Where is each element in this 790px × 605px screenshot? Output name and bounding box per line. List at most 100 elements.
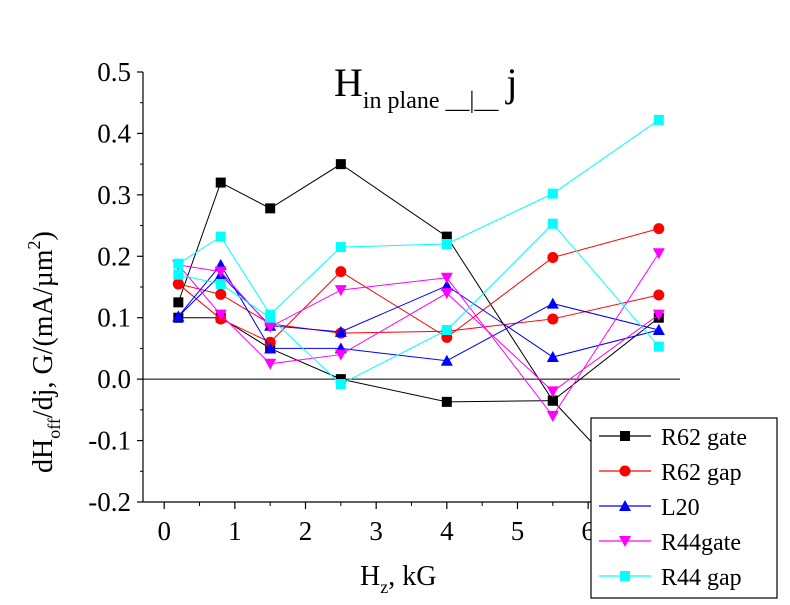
data-point	[215, 231, 226, 242]
data-point	[653, 114, 664, 125]
ylabel-a-sub: off	[44, 418, 64, 439]
y-tick-label: 0.3	[97, 180, 131, 210]
legend: R62 gate R62 gap L20 R44gate R44 gap	[590, 417, 778, 599]
data-point	[335, 159, 346, 170]
legend-marker	[620, 431, 630, 441]
chart-title: Hin plane __|__ j	[334, 60, 517, 114]
data-point	[334, 325, 347, 337]
data-point	[547, 252, 559, 264]
data-point	[215, 177, 226, 188]
data-point	[547, 188, 558, 199]
series-line	[178, 252, 660, 417]
series-line	[177, 163, 649, 502]
data-point	[440, 272, 453, 284]
data-point	[265, 312, 276, 323]
y-tick-label: 0.4	[97, 118, 131, 148]
legend-label: R62 gap	[661, 460, 742, 486]
data-point	[547, 313, 559, 325]
y-tick-label: -0.1	[88, 426, 131, 456]
legend-item: R44 gap	[599, 565, 742, 591]
y-tick-label: 0.5	[97, 57, 131, 87]
series-line	[178, 283, 659, 334]
axes: -0.2-0.10.00.10.20.30.40.50 1 2 3 4 5 6	[88, 57, 680, 546]
data-point	[440, 279, 453, 291]
data-point	[652, 248, 665, 260]
data-point	[264, 358, 277, 370]
series-r62-gate	[173, 159, 664, 502]
x-axis-label: Hz, kG	[360, 561, 436, 597]
legend-item: R62 gate	[599, 425, 747, 451]
title-subscript: in plane	[363, 88, 440, 114]
data-point	[546, 297, 559, 309]
legend-label: L20	[661, 495, 700, 521]
ylabel-b-sup: 2	[24, 241, 44, 250]
data-point	[172, 278, 184, 290]
series-line	[178, 228, 659, 343]
title-main: H	[334, 60, 363, 105]
series-line	[177, 264, 659, 362]
series-line	[178, 317, 660, 403]
legend-marker	[619, 500, 631, 511]
legend-label: R44 gap	[661, 565, 742, 591]
ylabel-c: )	[28, 231, 59, 240]
legend-marker	[619, 465, 631, 477]
data-point	[264, 321, 277, 333]
data-point	[652, 309, 665, 321]
title-tail: j	[504, 60, 517, 105]
data-point	[441, 239, 452, 249]
x-tick-label: 4	[440, 516, 454, 546]
x-tick-label: 2	[299, 516, 313, 546]
data-point	[172, 310, 185, 322]
data-point	[546, 386, 559, 398]
data-point	[214, 309, 227, 321]
x-tick-label: 1	[228, 516, 242, 546]
data-point	[335, 266, 347, 278]
data-point	[546, 411, 559, 422]
y-tick-label: 0.0	[97, 364, 131, 394]
series-r44-gap	[173, 114, 664, 390]
legend-item: R44gate	[599, 530, 741, 556]
x-tick-label: 0	[157, 516, 171, 546]
ylabel-b: /dj, G/(mA/µm	[28, 249, 59, 418]
x-tick-label: 5	[511, 516, 525, 546]
series-r44gate	[172, 248, 665, 422]
data-point	[653, 341, 664, 352]
data-point	[440, 288, 453, 300]
data-point	[264, 342, 277, 354]
data-point	[652, 324, 665, 335]
legend-label: R44gate	[661, 530, 741, 556]
xlabel-tail: , kG	[388, 561, 436, 592]
data-point	[653, 289, 665, 301]
series-layer	[172, 114, 665, 502]
xlabel-sub: z	[380, 577, 388, 597]
legend-item: L20	[599, 495, 700, 521]
data-point	[264, 336, 276, 348]
ylabel-a: dH	[28, 439, 59, 473]
data-point	[215, 278, 226, 289]
data-point	[653, 223, 665, 235]
legend-marker	[620, 571, 630, 581]
data-point	[335, 379, 346, 390]
data-point	[173, 269, 184, 280]
data-point	[441, 325, 452, 335]
y-axis-label: dHoff/dj, G/(mA/µm2)	[24, 231, 64, 473]
data-point	[440, 354, 453, 366]
y-tick-label: -0.2	[88, 487, 131, 517]
series-r62-gap	[172, 223, 665, 348]
data-point	[173, 258, 184, 269]
data-point	[441, 396, 452, 407]
data-point	[547, 218, 558, 229]
legend-marker	[619, 536, 631, 547]
legend-item: R62 gap	[599, 460, 742, 486]
data-point	[265, 203, 276, 214]
y-tick-label: 0.2	[97, 241, 131, 271]
data-point	[334, 349, 347, 361]
data-point	[334, 285, 347, 297]
data-point	[173, 297, 184, 308]
data-point	[214, 266, 227, 278]
data-point	[547, 395, 558, 406]
data-point	[441, 231, 452, 242]
data-point	[335, 242, 346, 253]
xlabel-main: H	[360, 561, 380, 592]
